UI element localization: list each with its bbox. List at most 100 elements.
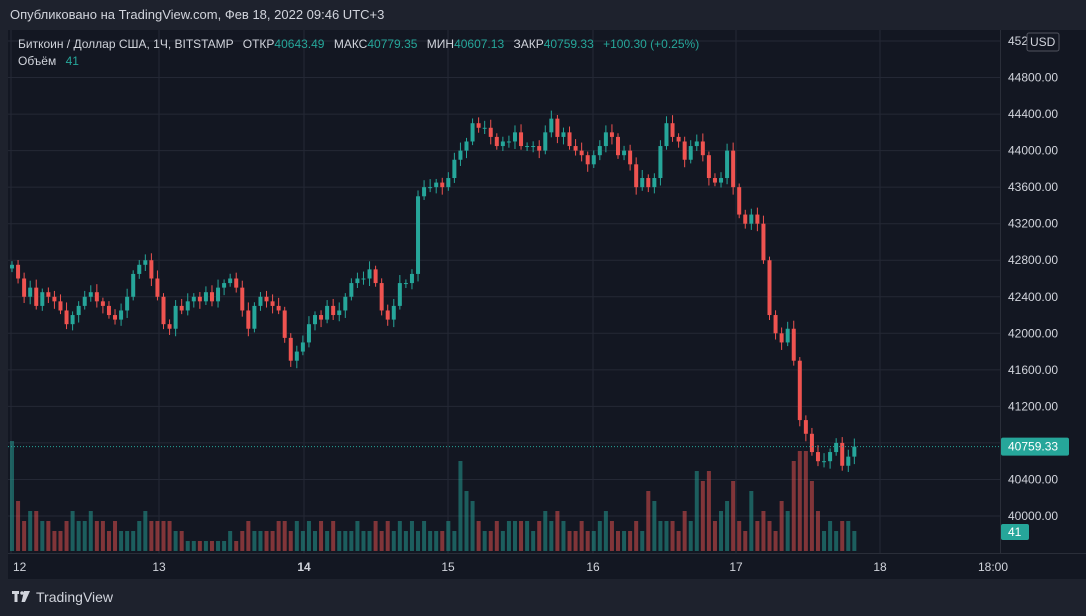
volume-bar	[543, 511, 548, 551]
candle-body	[52, 296, 57, 302]
volume-bar	[440, 531, 445, 551]
volume-bar	[846, 521, 851, 551]
volume-bar	[646, 491, 651, 551]
volume-bar	[379, 531, 384, 551]
candle-body	[58, 301, 63, 311]
volume-bar	[252, 531, 257, 551]
candle-body	[440, 182, 445, 188]
candle-body	[155, 278, 160, 297]
volume-bar	[403, 531, 408, 551]
candle-body	[464, 141, 469, 151]
candle-body	[779, 333, 784, 343]
candle-body	[646, 178, 651, 188]
price-tick-label: 44400.00	[1008, 107, 1058, 121]
candle-body	[494, 136, 499, 147]
candle-body	[252, 305, 257, 329]
candle-body	[294, 351, 299, 361]
candle-body	[234, 278, 239, 288]
candle-body	[549, 118, 554, 133]
candle-body	[385, 310, 390, 320]
volume-bar	[306, 521, 311, 551]
volume-bar	[428, 531, 433, 551]
volume-bar	[300, 531, 305, 551]
volume-bar	[203, 541, 208, 551]
time-axis[interactable]: 12 13 14 15 16 17 18 18:00	[8, 553, 1086, 580]
candle-body	[355, 278, 360, 284]
candle-body	[300, 342, 305, 352]
symbol-label[interactable]: Биткоин / Доллар США, 1Ч, BITSTAMP	[18, 37, 234, 51]
volume-bar	[319, 521, 324, 551]
candle-body	[452, 159, 457, 179]
volume-bar	[125, 531, 130, 551]
candle-body	[137, 264, 142, 274]
candle-body	[258, 296, 263, 306]
candle-body	[434, 182, 439, 188]
volume-bar	[222, 541, 227, 551]
candle-body	[573, 146, 578, 151]
candle-body	[428, 187, 433, 189]
volume-bar	[834, 531, 839, 551]
volume-bar	[585, 531, 590, 551]
volume-bar	[40, 521, 45, 551]
tradingview-logo[interactable]: TradingView	[0, 579, 113, 615]
time-tick-label: 12	[13, 560, 27, 574]
close-label: ЗАКР	[513, 37, 544, 51]
candle-body	[652, 178, 657, 188]
volume-bar	[670, 521, 675, 551]
volume-label: Объём	[18, 54, 57, 68]
volume-bar	[216, 541, 221, 551]
candle-body	[761, 223, 766, 261]
time-axis-svg: 12 13 14 15 16 17 18 18:00	[13, 560, 1008, 574]
volume-bar	[355, 521, 360, 551]
candle-body	[537, 146, 542, 151]
volume-bar	[22, 521, 27, 551]
currency-badge[interactable]	[1026, 32, 1060, 52]
volume-bar	[373, 521, 378, 551]
volume-bar	[228, 531, 233, 551]
volume-bar	[240, 531, 245, 551]
volume-bar	[434, 531, 439, 551]
candle-body	[379, 283, 384, 311]
volume-bar	[458, 461, 463, 551]
candle-body	[270, 301, 275, 306]
volume-bar	[634, 521, 639, 551]
volume-bar	[143, 511, 148, 551]
candle-body	[809, 433, 814, 453]
volume-bar	[791, 461, 796, 551]
price-axis[interactable]: 45200.0044800.0044400.0044000.0043600.00…	[1000, 30, 1086, 553]
volume-bar	[416, 531, 421, 551]
candle-body	[500, 141, 505, 147]
time-tick-label: 14	[297, 560, 311, 574]
candle-body	[822, 461, 827, 463]
volume-bar	[743, 531, 748, 551]
volume-bar	[331, 521, 336, 551]
candle-body	[167, 324, 172, 329]
candle-body	[609, 132, 614, 137]
candle-body	[203, 292, 208, 302]
candle-body	[506, 141, 511, 143]
candle-body	[773, 315, 778, 334]
volume-bar	[531, 531, 536, 551]
volume-bar	[391, 531, 396, 551]
volume-bar	[34, 511, 39, 551]
candle-body	[628, 150, 633, 165]
volume-bar	[640, 531, 645, 551]
volume-bar	[500, 531, 505, 551]
candle-body	[276, 305, 281, 311]
candle-body	[422, 187, 427, 197]
price-tick-label: 40400.00	[1008, 472, 1058, 486]
volume-bar	[537, 521, 542, 551]
chart-pane[interactable]	[8, 30, 1008, 553]
volume-bar	[652, 501, 657, 551]
candle-body	[603, 132, 608, 147]
candle-body	[94, 292, 99, 302]
candle-body	[664, 123, 669, 147]
candle-body	[100, 301, 105, 306]
candle-body	[319, 315, 324, 320]
volume-bar	[828, 521, 833, 551]
price-chart[interactable]	[8, 30, 1008, 553]
volume-bar	[809, 481, 814, 551]
volume-bar	[573, 531, 578, 551]
price-tick-label: 41600.00	[1008, 363, 1058, 377]
candle-body	[191, 296, 196, 302]
